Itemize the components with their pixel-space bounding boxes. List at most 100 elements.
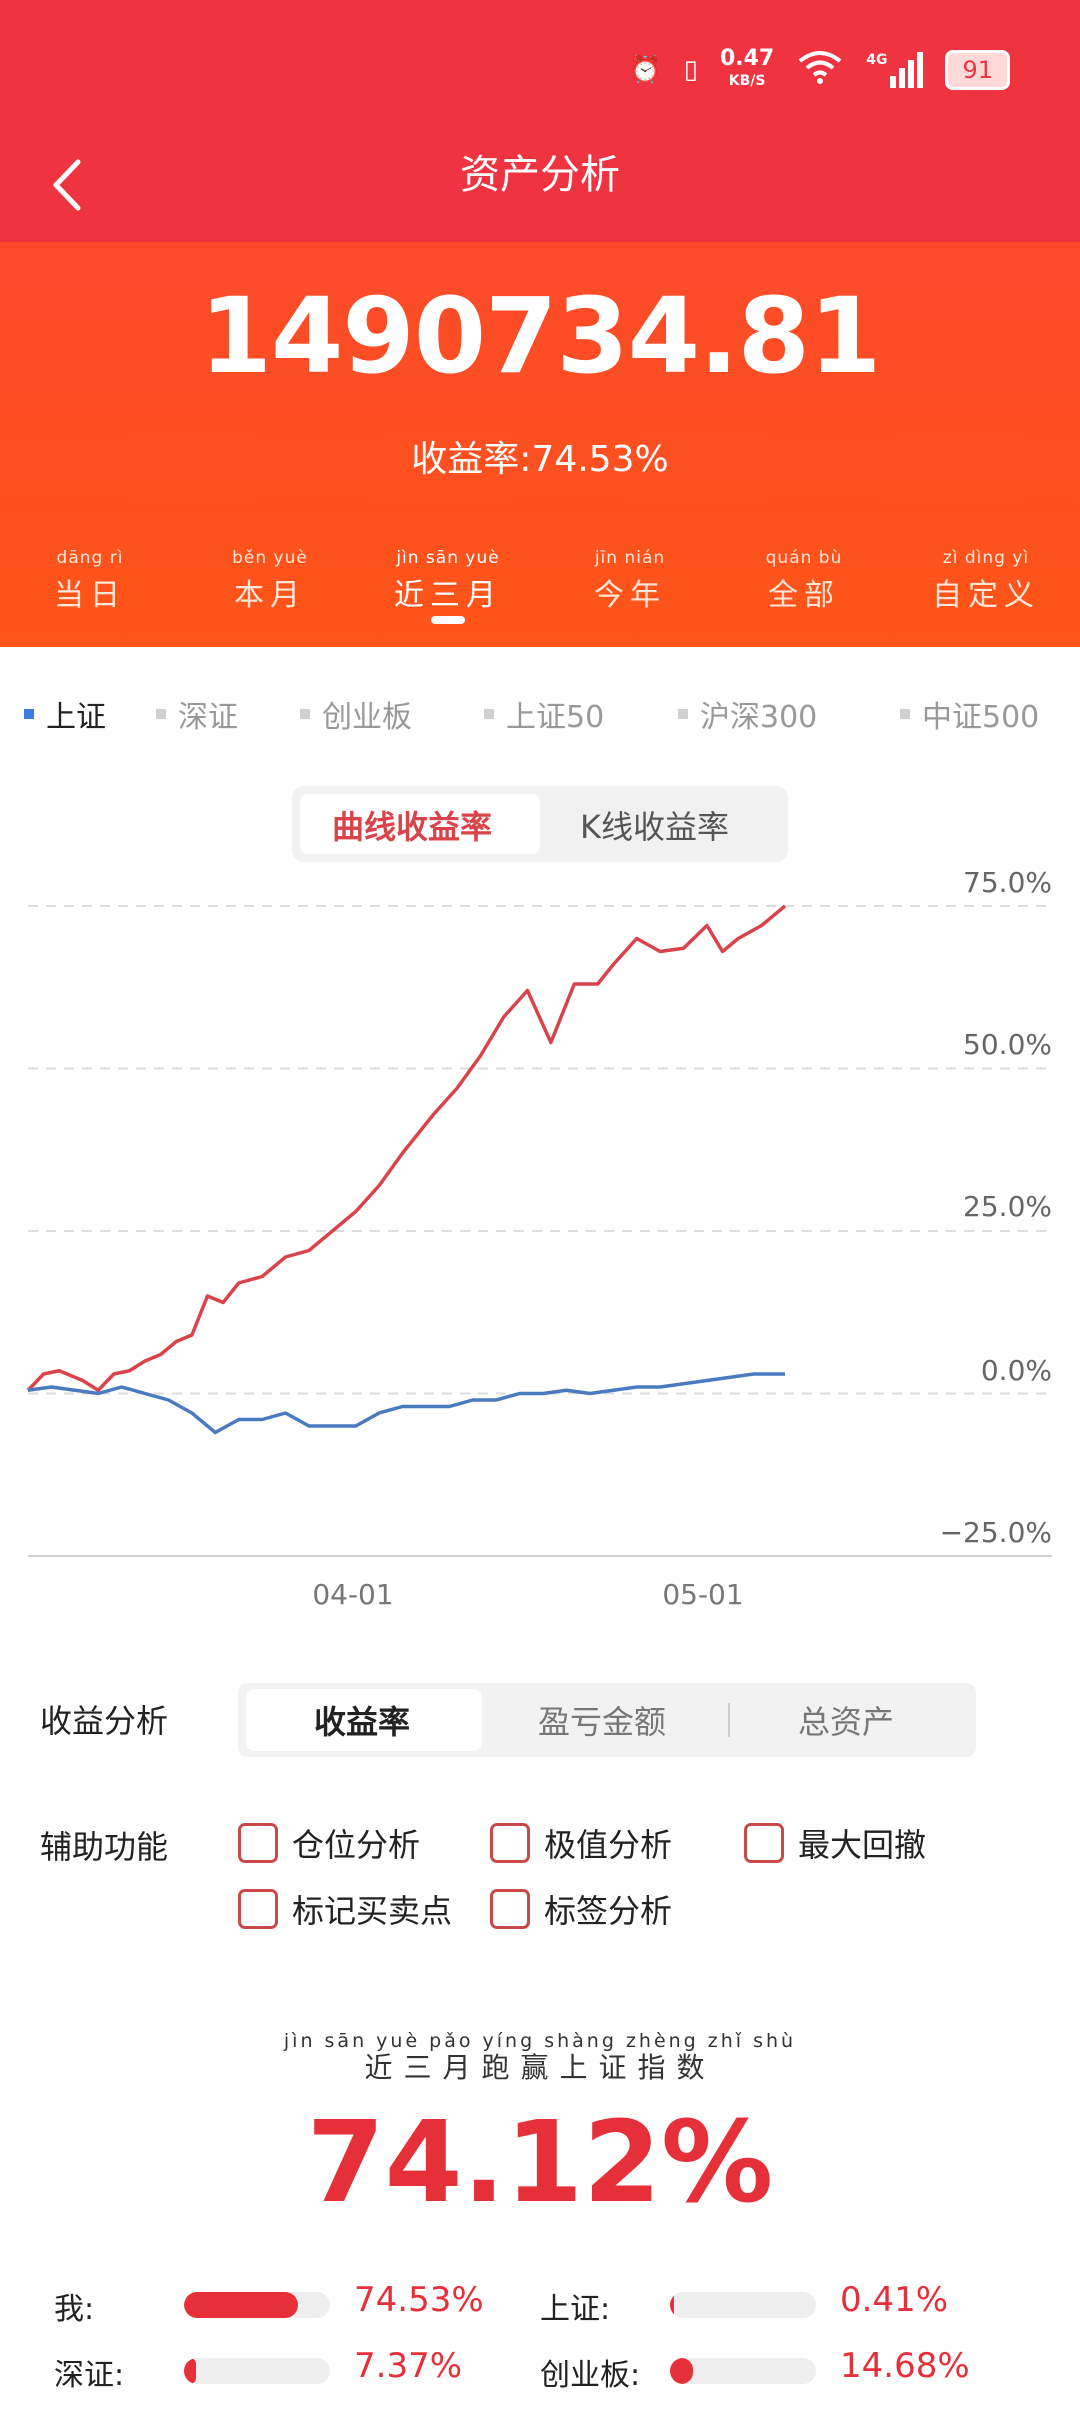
index-tab-sz50[interactable]: 上证50: [484, 694, 605, 735]
compare-fill: [670, 2292, 675, 2318]
checkbox-max-drawdown[interactable]: 最大回撤: [744, 1820, 926, 1866]
legend-dot: [24, 709, 34, 719]
legend-dot: [678, 709, 688, 719]
y-tick: −25.0%: [939, 1516, 1052, 1549]
toggle-curve-return[interactable]: 曲线收益率: [332, 808, 493, 846]
checkbox-icon: [490, 1889, 530, 1929]
period-tabs: dāng rì 当日 běn yuè 本月 jìn sān yuè 近三月 jī…: [0, 548, 1080, 613]
battery-icon: 91: [945, 50, 1010, 90]
tab-return-rate[interactable]: 收益率: [314, 1703, 411, 1741]
status-icons: ⏰ ▯ 0.47 KB/S 4G 91: [629, 44, 1010, 96]
y-tick: 0.0%: [980, 1354, 1052, 1387]
compare-fill: [670, 2358, 694, 2384]
legend-dot: [900, 709, 910, 719]
summary-text: 近三月跑赢上证指数: [364, 2051, 716, 2084]
analysis-label: 收益分析: [40, 1702, 169, 1740]
index-label: 上证50: [506, 700, 605, 735]
period-pinyin: běn yuè: [232, 548, 308, 568]
index-tab-zz500[interactable]: 中证500: [900, 694, 1040, 735]
index-label: 上证: [46, 700, 106, 735]
index-label: 沪深300: [700, 700, 818, 735]
checkbox-extreme-analysis[interactable]: 极值分析: [490, 1820, 672, 1866]
series-line-index: [27, 1372, 785, 1435]
comparison-grid: 我: 74.53% 上证: 0.41% 深证: 7.37% 创业板: 14.68…: [54, 2280, 1054, 2404]
compare-value-sz: 7.37%: [354, 2346, 463, 2386]
period-tab-year[interactable]: jīn nián 今年: [550, 548, 710, 614]
checkbox-label: 标记买卖点: [292, 1892, 453, 1930]
checkbox-trade-points[interactable]: 标记买卖点: [238, 1886, 452, 1932]
period-pinyin: jīn nián: [594, 548, 666, 568]
checkbox-icon: [490, 1823, 530, 1863]
checkbox-icon: [238, 1823, 278, 1863]
aux-label: 辅助功能: [40, 1828, 169, 1866]
compare-bar-cyb: [670, 2358, 816, 2384]
period-pinyin: jìn sān yuè: [396, 548, 500, 568]
compare-label-me: 我:: [54, 2292, 95, 2327]
index-tab-sz[interactable]: 深证: [156, 694, 238, 735]
period-active-indicator: [431, 616, 465, 624]
period-tab-today[interactable]: dāng rì 当日: [10, 548, 170, 614]
period-label: 近三月: [394, 578, 502, 613]
x-tick: 05-01: [662, 1578, 744, 1611]
period-label: 本月: [234, 578, 306, 613]
alarm-icon: ⏰: [629, 55, 662, 85]
legend-dot: [156, 709, 166, 719]
period-label: 全部: [768, 578, 840, 613]
checkbox-icon: [238, 1889, 278, 1929]
compare-bar-sz: [184, 2358, 330, 2384]
period-tab-3months[interactable]: jìn sān yuè 近三月: [368, 548, 528, 614]
checkbox-label: 仓位分析: [292, 1826, 421, 1864]
compare-label-cyb: 创业板:: [540, 2358, 641, 2393]
net-speed-unit: KB/S: [728, 73, 766, 89]
summary-pinyin: jìn sān yuè pǎo yíng shàng zhèng zhǐ shù: [283, 2030, 797, 2052]
compare-fill: [184, 2292, 298, 2318]
compare-value-me: 74.53%: [354, 2280, 484, 2320]
total-assets: 1490734.81: [199, 275, 882, 397]
y-tick: 25.0%: [963, 1190, 1052, 1223]
series-line-portfolio: [26, 904, 787, 1392]
tab-total-assets[interactable]: 总资产: [798, 1703, 895, 1741]
return-rate: 收益率:74.53%: [411, 439, 669, 480]
index-label: 中证500: [922, 700, 1040, 735]
checkbox-tag-analysis[interactable]: 标签分析: [490, 1886, 672, 1932]
compare-bar-sh: [670, 2292, 816, 2318]
period-tab-custom[interactable]: zì dìng yì 自定义: [906, 548, 1066, 614]
checkbox-icon: [744, 1823, 784, 1863]
status-bar: ⏰ ▯ 0.47 KB/S 4G 91: [0, 0, 1080, 130]
checkbox-position-analysis[interactable]: 仓位分析: [238, 1820, 420, 1866]
period-pinyin: dāng rì: [56, 548, 124, 568]
page-title: 资产分析: [460, 152, 620, 198]
period-tab-month[interactable]: běn yuè 本月: [190, 548, 350, 614]
toggle-active-bg: [300, 794, 540, 854]
back-icon[interactable]: [40, 140, 100, 220]
period-tab-all[interactable]: quán bù 全部: [724, 548, 884, 614]
index-tab-hs300[interactable]: 沪深300: [678, 694, 818, 735]
analysis-active-bg: [246, 1689, 482, 1751]
period-label: 今年: [594, 578, 666, 613]
x-tick: 04-01: [312, 1578, 394, 1611]
index-tab-cyb[interactable]: 创业板: [300, 694, 412, 735]
index-tab-sh[interactable]: 上证: [24, 694, 106, 735]
period-label: 当日: [54, 578, 126, 613]
network-type: 4G: [866, 52, 888, 68]
net-speed-value: 0.47: [719, 46, 775, 71]
wifi-icon: [796, 49, 844, 92]
compare-label-sz: 深证:: [54, 2358, 125, 2393]
net-speed: 0.47 KB/S: [720, 48, 774, 92]
tab-divider: [728, 1703, 730, 1737]
checkbox-label: 最大回撤: [798, 1826, 927, 1864]
period-pinyin: zì dìng yì: [942, 548, 1030, 568]
asset-summary: [0, 242, 1080, 647]
toggle-kline-return[interactable]: K线收益率: [580, 808, 729, 846]
analysis-tabs: 收益率 盈亏金额 总资产: [238, 1683, 976, 1757]
vibrate-icon: ▯: [683, 55, 698, 85]
y-tick: 75.0%: [963, 866, 1052, 899]
compare-value-sh: 0.41%: [840, 2280, 949, 2320]
compare-label-sh: 上证:: [540, 2292, 611, 2327]
period-label: 自定义: [932, 578, 1040, 613]
summary-value: 74.12%: [306, 2098, 774, 2228]
checkbox-label: 标签分析: [544, 1892, 673, 1930]
tab-profit-amount[interactable]: 盈亏金额: [538, 1703, 667, 1741]
title-bar: [0, 130, 1080, 242]
return-chart[interactable]: [0, 860, 1080, 1580]
